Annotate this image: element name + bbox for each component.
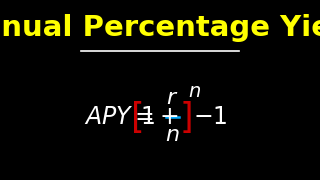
Text: $n$: $n$ [165, 125, 180, 145]
Text: $n$: $n$ [188, 82, 201, 101]
Text: $r$: $r$ [166, 88, 178, 108]
Text: Annual Percentage Yield: Annual Percentage Yield [0, 14, 320, 42]
Text: $- 1$: $- 1$ [193, 105, 228, 129]
Text: $]$: $]$ [179, 99, 192, 135]
Text: $1 +$: $1 +$ [140, 105, 179, 129]
Text: $APY =$: $APY =$ [84, 105, 154, 129]
Text: $[$: $[$ [130, 99, 142, 135]
